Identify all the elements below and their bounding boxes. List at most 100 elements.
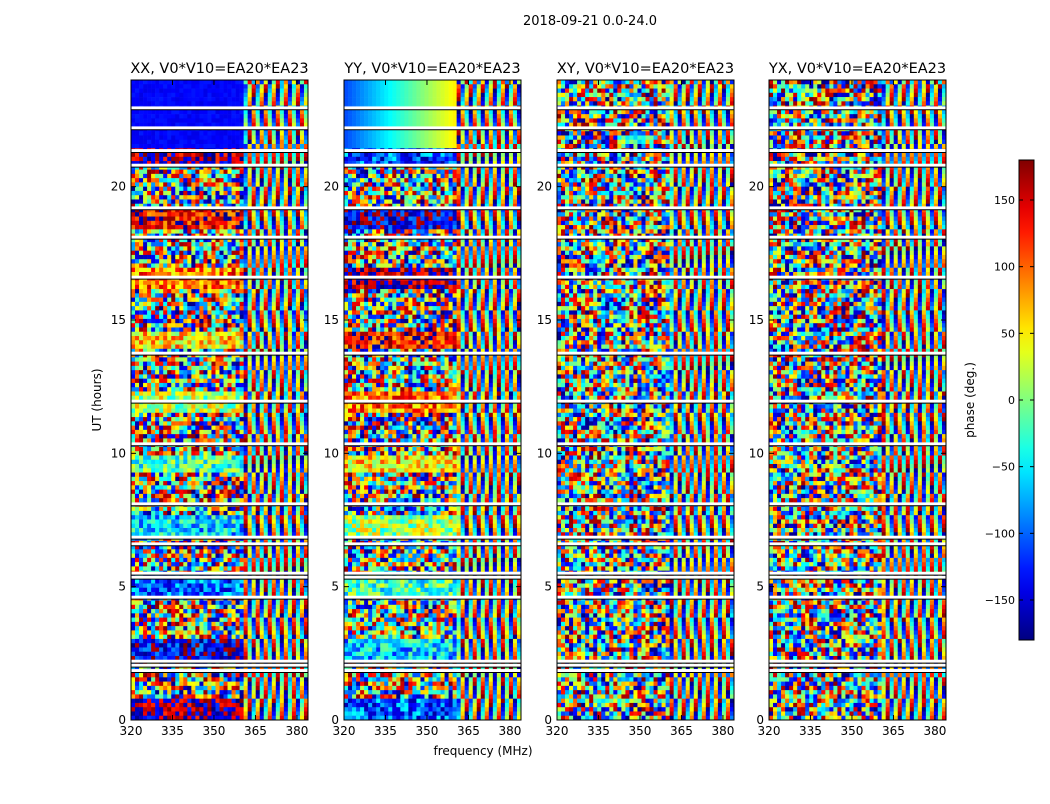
heatmap-cell [235, 357, 240, 362]
heatmap-cell [163, 114, 168, 119]
heatmap-cell [231, 280, 236, 286]
heatmap-cell [231, 370, 236, 375]
heatmap-cell [295, 395, 301, 401]
heatmap-cell [227, 451, 232, 456]
heatmap-cell [223, 382, 228, 388]
heatmap-cell [131, 297, 136, 303]
heatmap-cell [227, 229, 232, 234]
heatmap-cell [275, 545, 281, 550]
heatmap-cell [283, 156, 289, 162]
heatmap-cell [131, 489, 136, 495]
heatmap-cell [279, 297, 285, 303]
heatmap-cell [227, 272, 232, 277]
heatmap-cell [143, 519, 148, 525]
heatmap-cell [211, 374, 216, 379]
heatmap-cell [155, 404, 160, 409]
heatmap-cell [283, 489, 289, 495]
heatmap-cell [151, 532, 156, 537]
heatmap-cell [195, 314, 200, 320]
heatmap-cell [295, 195, 301, 200]
heatmap-cell [251, 122, 256, 128]
heatmap-cell [251, 310, 256, 315]
heatmap-cell [295, 519, 301, 525]
heatmap-cell [271, 382, 277, 388]
heatmap-cell [287, 152, 293, 158]
heatmap-cell [147, 374, 152, 379]
heatmap-cell [263, 545, 269, 550]
heatmap-cell [155, 289, 160, 294]
heatmap-cell [191, 263, 196, 269]
heatmap-cell [243, 152, 248, 158]
heatmap-cell [203, 515, 208, 520]
heatmap-cell [151, 122, 156, 128]
heatmap-cell [131, 131, 136, 136]
heatmap-cell [235, 178, 240, 183]
heatmap-cell [287, 417, 293, 422]
heatmap-cell [151, 408, 156, 414]
heatmap-cell [271, 297, 277, 303]
heatmap-cell [179, 506, 184, 512]
heatmap-cell [175, 528, 180, 533]
heatmap-cell [139, 152, 144, 158]
heatmap-cell [159, 289, 164, 294]
heatmap-cell [211, 370, 216, 375]
heatmap-cell [271, 173, 277, 179]
heatmap-cell [267, 387, 273, 392]
heatmap-cell [287, 118, 293, 123]
heatmap-cell [291, 293, 297, 298]
heatmap-cell [275, 498, 281, 503]
heatmap-cell [287, 114, 293, 119]
heatmap-cell [239, 468, 244, 473]
heatmap-cell [231, 382, 236, 388]
heatmap-cell [183, 340, 188, 345]
heatmap-cell [167, 293, 172, 298]
heatmap-cell [299, 519, 305, 525]
heatmap-cell [303, 246, 308, 251]
heatmap-cell [235, 152, 240, 158]
heatmap-cell [151, 523, 156, 529]
heatmap-cell [155, 114, 160, 119]
heatmap-cell [223, 310, 228, 315]
heatmap-cell [199, 318, 204, 324]
heatmap-cell [255, 289, 261, 294]
heatmap-cell [175, 284, 180, 290]
heatmap-cell [215, 382, 220, 388]
heatmap-cell [139, 515, 144, 520]
heatmap-cell [219, 109, 224, 115]
heatmap-cell [155, 220, 160, 226]
heatmap-cell [267, 280, 273, 286]
heatmap-cell [171, 464, 176, 469]
heatmap-cell [235, 489, 240, 495]
heatmap-cell [175, 118, 180, 123]
heatmap-cell [167, 557, 172, 563]
heatmap-cell [231, 109, 236, 115]
heatmap-cell [139, 280, 144, 286]
heatmap-cell [295, 365, 301, 371]
heatmap-cell [215, 331, 220, 337]
heatmap-cell [199, 203, 204, 209]
heatmap-cell [167, 246, 172, 251]
heatmap-cell [179, 161, 184, 166]
heatmap-cell [175, 88, 180, 94]
heatmap-cell [295, 557, 301, 563]
heatmap-cell [227, 80, 232, 85]
heatmap-cell [203, 92, 208, 98]
heatmap-cell [239, 519, 244, 525]
heatmap-cell [151, 365, 156, 371]
heatmap-cell [243, 190, 248, 196]
heatmap-cell [251, 455, 256, 461]
heatmap-cell [295, 212, 301, 217]
heatmap-cell [191, 476, 196, 482]
heatmap-cell [195, 549, 200, 554]
heatmap-cell [239, 173, 244, 179]
heatmap-cell [159, 395, 164, 401]
heatmap-cell [167, 250, 172, 256]
heatmap-cell [243, 357, 248, 362]
heatmap-cell [227, 216, 232, 222]
heatmap-cell [247, 284, 252, 290]
heatmap-cell [243, 186, 248, 192]
heatmap-cell [139, 498, 144, 503]
heatmap-cell [247, 195, 252, 200]
heatmap-cell [251, 557, 256, 563]
